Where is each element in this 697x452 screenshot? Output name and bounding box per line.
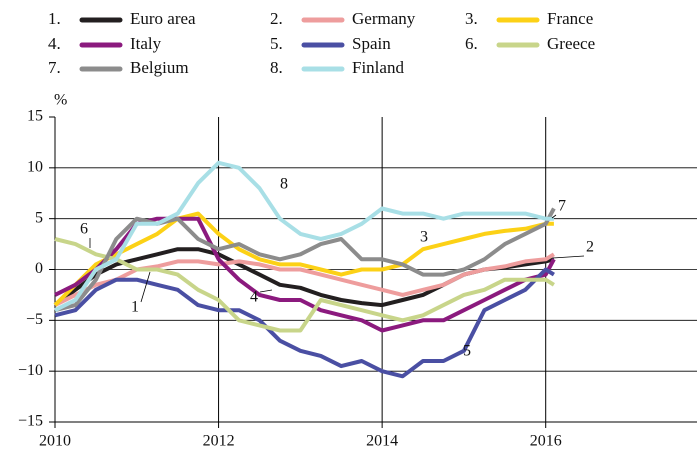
y-tick-label: 15 bbox=[27, 108, 43, 125]
x-tick-label: 2010 bbox=[39, 433, 71, 450]
y-tick-label: 0 bbox=[35, 260, 43, 277]
series-line bbox=[54, 207, 556, 313]
annotation: 4 bbox=[250, 289, 258, 306]
y-axis-label: % bbox=[54, 92, 67, 109]
legend-number: 7. bbox=[48, 58, 61, 77]
legend-number: 4. bbox=[48, 34, 61, 53]
series-line bbox=[53, 211, 554, 307]
annotation: 3 bbox=[420, 229, 428, 246]
legend-number: 5. bbox=[270, 34, 283, 53]
series-line bbox=[53, 247, 555, 308]
leader-line bbox=[259, 289, 273, 293]
legend-number: 2. bbox=[270, 9, 283, 28]
legend-label: Greece bbox=[547, 34, 595, 53]
annotation: 2 bbox=[586, 239, 594, 256]
leader-line bbox=[140, 271, 151, 303]
legend-label: Euro area bbox=[130, 9, 196, 28]
x-tick-label: 2016 bbox=[530, 433, 562, 450]
leader-line bbox=[552, 255, 585, 259]
legend-number: 1. bbox=[48, 9, 61, 28]
legend: 1. Euro area 2. Germany 3. France 4. Italy 5. Spa… bbox=[48, 9, 595, 77]
legend-number: 8. bbox=[270, 58, 283, 77]
annotation: 8 bbox=[280, 176, 288, 193]
legend-number: 3. bbox=[465, 9, 478, 28]
y-tick-label: 10 bbox=[27, 159, 43, 176]
y-tick-label: −10 bbox=[18, 362, 43, 379]
series-line bbox=[54, 267, 555, 379]
legend-label: Spain bbox=[352, 34, 391, 53]
legend-label: Belgium bbox=[130, 58, 189, 77]
legend-label: Germany bbox=[352, 9, 416, 28]
x-tick-label: 2014 bbox=[366, 433, 398, 450]
annotation: 6 bbox=[80, 221, 88, 238]
series-line bbox=[54, 160, 554, 312]
annotation: 7 bbox=[558, 198, 566, 215]
y-tick-label: −5 bbox=[26, 311, 43, 328]
leader-line bbox=[551, 214, 557, 219]
annotation: 5 bbox=[463, 343, 471, 360]
legend-label: Italy bbox=[130, 34, 162, 53]
y-tick-label: 5 bbox=[35, 209, 43, 226]
legend-label: Finland bbox=[352, 58, 404, 77]
x-tick-label: 2012 bbox=[203, 433, 235, 450]
y-tick-label: −15 bbox=[18, 413, 43, 430]
legend-number: 6. bbox=[465, 34, 478, 53]
legend-label: France bbox=[547, 9, 593, 28]
annotation: 1 bbox=[131, 299, 139, 316]
series-line bbox=[54, 237, 555, 333]
